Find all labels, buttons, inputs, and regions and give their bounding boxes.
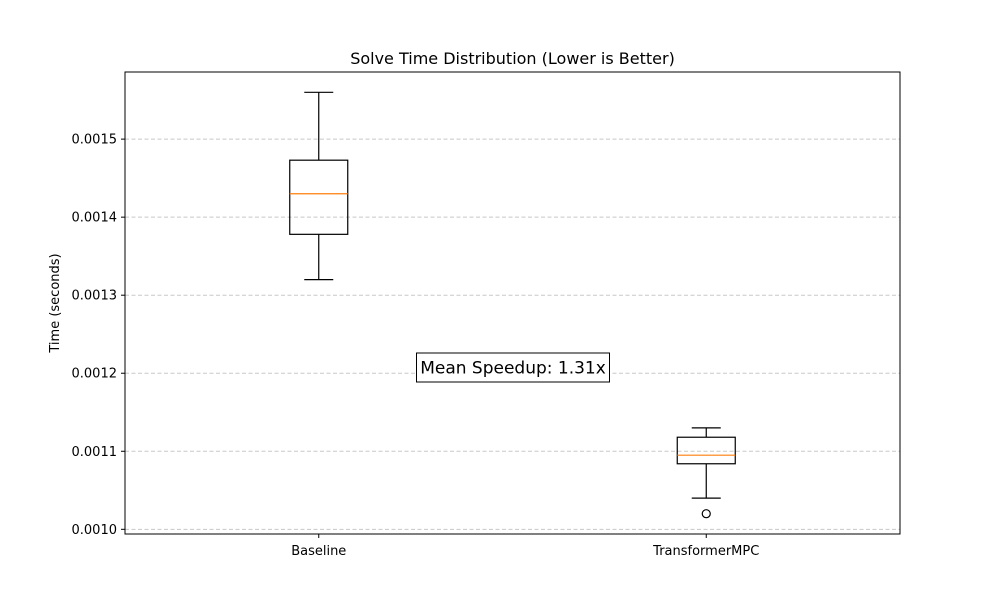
annotation-text: Mean Speedup: 1.31x — [420, 359, 606, 379]
y-tick-label: 0.0010 — [72, 523, 118, 538]
outlier-point — [701, 509, 711, 519]
box-iqr — [289, 159, 349, 235]
y-tick-label: 0.0012 — [72, 367, 118, 382]
x-axis: Baseline TransformerMPC — [291, 534, 759, 559]
box-iqr — [676, 436, 736, 465]
chart-title: Solve Time Distribution (Lower is Better… — [350, 49, 675, 68]
annotation-box: Mean Speedup: 1.31x — [416, 352, 610, 383]
x-tick-label: Baseline — [291, 544, 346, 559]
plot-frame — [124, 71, 901, 535]
y-tick-label: 0.0015 — [72, 133, 118, 148]
box-transformermpc — [676, 427, 736, 519]
y-tick-label: 0.0011 — [72, 445, 118, 460]
y-tick-label: 0.0013 — [72, 289, 118, 304]
x-tick-label: TransformerMPC — [652, 544, 759, 559]
y-tick-label: 0.0014 — [72, 211, 118, 226]
y-axis: 0.0010 0.0011 0.0012 0.0013 0.0014 0.0015 — [72, 133, 125, 538]
y-axis-label: Time (seconds) — [48, 253, 63, 353]
annotation-frame — [416, 352, 610, 383]
grid-lines — [125, 138, 900, 530]
box-baseline — [289, 91, 349, 281]
box-plots — [289, 91, 736, 519]
